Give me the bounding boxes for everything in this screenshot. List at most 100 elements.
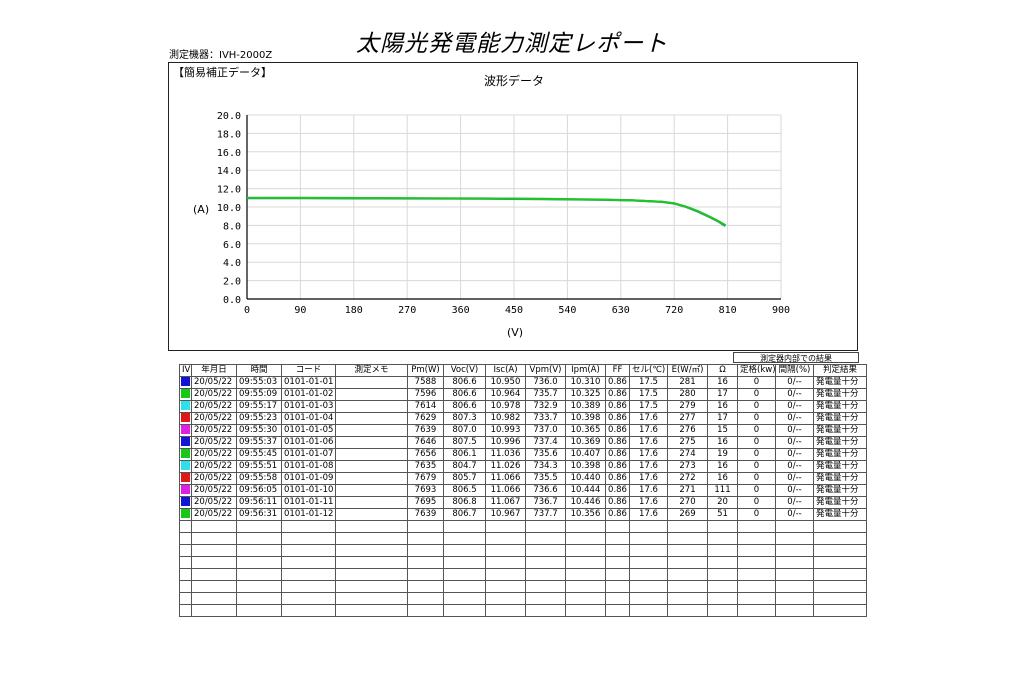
empty-cell [667, 568, 708, 581]
empty-cell [179, 520, 192, 533]
x-tick-label: 270 [398, 305, 416, 316]
table-cell: 805.7 [443, 472, 486, 485]
table-cell: 806.6 [443, 388, 486, 401]
table-cell: 20 [707, 496, 738, 509]
column-header: 判定結果 [813, 364, 867, 377]
table-cell: 0 [737, 508, 776, 521]
column-header: Voc(V) [443, 364, 486, 377]
table-cell: 7614 [407, 400, 444, 413]
empty-cell [335, 580, 408, 593]
table-cell: 20/05/22 [191, 388, 237, 401]
empty-cell [813, 568, 867, 581]
empty-cell [707, 568, 738, 581]
empty-cell [191, 604, 237, 617]
empty-cell [281, 556, 336, 569]
table-row: 20/05/22 09:55:09 0101-01-02 7596 806.6 10.96… [179, 388, 867, 401]
empty-cell [667, 580, 708, 593]
table-cell: 20/05/22 [191, 400, 237, 413]
empty-cell [629, 604, 668, 617]
empty-cell [737, 520, 776, 533]
table-cell: 271 [667, 484, 708, 497]
table-cell: 11.067 [485, 496, 526, 509]
empty-cell [281, 520, 336, 533]
empty-cell [525, 592, 566, 605]
empty-cell [236, 520, 282, 533]
empty-table-row [179, 592, 867, 605]
empty-cell [525, 556, 566, 569]
table-cell: 274 [667, 448, 708, 461]
table-cell: 269 [667, 508, 708, 521]
table-cell [335, 508, 408, 521]
empty-cell [407, 544, 444, 557]
table-cell: 発電量十分 [813, 388, 867, 401]
table-cell [335, 484, 408, 497]
table-cell: 273 [667, 460, 708, 473]
empty-cell [605, 556, 630, 569]
empty-cell [443, 604, 486, 617]
table-cell: 16 [707, 400, 738, 413]
table-cell: 736.6 [525, 484, 566, 497]
y-tick-label: 0.0 [223, 295, 241, 306]
table-cell: 7639 [407, 508, 444, 521]
iv-color-cell [179, 412, 192, 425]
empty-cell [667, 592, 708, 605]
empty-cell [605, 532, 630, 545]
table-cell: 20/05/22 [191, 460, 237, 473]
empty-cell [813, 556, 867, 569]
section-label: 【簡易補正データ】 [173, 65, 272, 79]
table-cell: 0101-01-01 [281, 376, 336, 389]
empty-cell [525, 520, 566, 533]
empty-cell [605, 568, 630, 581]
table-cell: 10.446 [565, 496, 606, 509]
column-header: 時間 [236, 364, 282, 377]
column-header: E(W/㎡) [667, 364, 708, 377]
table-cell: 16 [707, 472, 738, 485]
table-header-row: IV 年月日 時間 コード 測定メモ Pm(W) Voc(V) Isc(A) Vpm(V) Ipm… [179, 364, 867, 377]
table-cell: 0 [737, 460, 776, 473]
empty-cell [565, 556, 606, 569]
table-cell: 20/05/22 [191, 436, 237, 449]
y-tick-label: 16.0 [217, 148, 241, 159]
table-cell: 0 [737, 376, 776, 389]
table-cell: 発電量十分 [813, 436, 867, 449]
table-cell: 20/05/22 [191, 448, 237, 461]
table-cell [335, 424, 408, 437]
table-cell: 735.7 [525, 388, 566, 401]
empty-cell [629, 592, 668, 605]
empty-cell [407, 604, 444, 617]
table-cell: 17.6 [629, 472, 668, 485]
iv-color-swatch [181, 509, 190, 518]
table-cell: 20/05/22 [191, 412, 237, 425]
table-cell: 10.310 [565, 376, 606, 389]
table-cell: 275 [667, 436, 708, 449]
iv-color-swatch [181, 461, 190, 470]
empty-cell [443, 568, 486, 581]
table-cell: 0 [737, 424, 776, 437]
table-cell: 736.0 [525, 376, 566, 389]
table-cell: 10.398 [565, 412, 606, 425]
table-cell: 17.6 [629, 448, 668, 461]
table-cell: 10.365 [565, 424, 606, 437]
table-cell [335, 496, 408, 509]
table-cell: 20/05/22 [191, 496, 237, 509]
empty-cell [605, 604, 630, 617]
table-cell: 7635 [407, 460, 444, 473]
empty-cell [443, 580, 486, 593]
empty-cell [407, 592, 444, 605]
empty-cell [485, 604, 526, 617]
empty-cell [605, 520, 630, 533]
empty-cell [565, 580, 606, 593]
column-header: セル(℃) [629, 364, 668, 377]
table-cell: 7695 [407, 496, 444, 509]
empty-cell [335, 532, 408, 545]
table-cell: 10.444 [565, 484, 606, 497]
table-cell: 16 [707, 436, 738, 449]
table-cell: 0 [737, 496, 776, 509]
table-cell: 0101-01-03 [281, 400, 336, 413]
empty-cell [707, 592, 738, 605]
empty-cell [565, 592, 606, 605]
empty-cell [407, 568, 444, 581]
empty-cell [629, 556, 668, 569]
empty-table-row [179, 580, 867, 593]
table-cell: 11.066 [485, 484, 526, 497]
